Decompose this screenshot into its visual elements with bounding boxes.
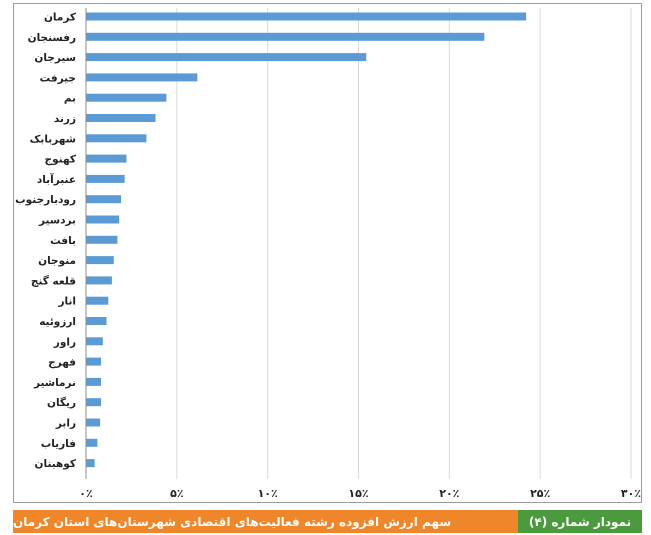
- category-label: قلعه گنج: [31, 274, 76, 287]
- category-label: فاریاب: [41, 438, 76, 450]
- bar: [86, 154, 127, 163]
- category-label: کهنوج: [45, 154, 77, 166]
- x-tick-label: ۱۰٪: [258, 487, 278, 500]
- category-label: جیرفت: [40, 72, 76, 84]
- bar: [86, 459, 95, 468]
- category-label: انار: [57, 296, 76, 308]
- category-label: شهربابک: [30, 133, 76, 145]
- bar: [86, 73, 198, 82]
- bar: [86, 215, 120, 224]
- category-label: رابر: [55, 418, 76, 430]
- category-label: رفسنجان: [28, 32, 76, 44]
- bar: [86, 235, 118, 244]
- category-label: رودبارجنوب: [15, 194, 76, 206]
- bar: [86, 418, 101, 427]
- chart-frame: کرمان رفسنجان سیرجان جیرفت بم زرند شهربابک کهنو…: [13, 3, 642, 503]
- category-label: سیرجان: [34, 52, 76, 64]
- category-label: منوجان: [38, 255, 76, 267]
- category-label: کرمان: [44, 12, 77, 24]
- category-label: عنبرآباد: [37, 173, 76, 186]
- bar-chart: کرمان رفسنجان سیرجان جیرفت بم زرند شهربابک کهنو…: [15, 8, 641, 500]
- bar: [86, 296, 109, 305]
- category-label: ارزوئیه: [39, 316, 76, 328]
- category-label: فهرج: [48, 357, 76, 369]
- bar: [86, 276, 112, 285]
- x-tick-label: ۲۰٪: [439, 487, 459, 500]
- bar: [86, 114, 156, 122]
- bar: [86, 317, 107, 325]
- x-tick-label: ۵٪: [170, 487, 183, 500]
- category-label: راور: [53, 336, 76, 348]
- bar: [86, 377, 102, 386]
- bar: [86, 174, 125, 183]
- category-label: بردسیر: [38, 215, 76, 227]
- bar: [86, 195, 122, 204]
- x-tick-label: ۳۰٪: [621, 487, 641, 500]
- bar: [86, 256, 114, 265]
- category-label: کوهبنان: [35, 458, 77, 470]
- x-tick-label: ۲۵٪: [530, 487, 550, 500]
- x-tick-label: ۱۵٪: [348, 487, 368, 500]
- bar: [86, 53, 367, 62]
- bar: [86, 357, 102, 366]
- bar: [86, 93, 167, 102]
- category-label: نرماشیر: [33, 377, 76, 389]
- category-label: بم: [64, 93, 76, 105]
- bar: [86, 337, 103, 346]
- bar: [86, 32, 485, 41]
- x-tick-label: ۰٪: [79, 487, 92, 500]
- category-label: ریگان: [47, 396, 76, 409]
- bar: [86, 398, 102, 407]
- category-label: زرند: [54, 113, 76, 125]
- bar: [86, 438, 98, 447]
- caption-bar: سهم ارزش افزوده رشته فعالیت‌های اقتصادی …: [13, 510, 642, 533]
- caption-number: نمودار شماره (۴): [518, 510, 642, 533]
- bar: [86, 12, 527, 21]
- caption-title: سهم ارزش افزوده رشته فعالیت‌های اقتصادی …: [13, 510, 518, 533]
- category-label: بافت: [50, 235, 76, 247]
- bar: [86, 134, 147, 143]
